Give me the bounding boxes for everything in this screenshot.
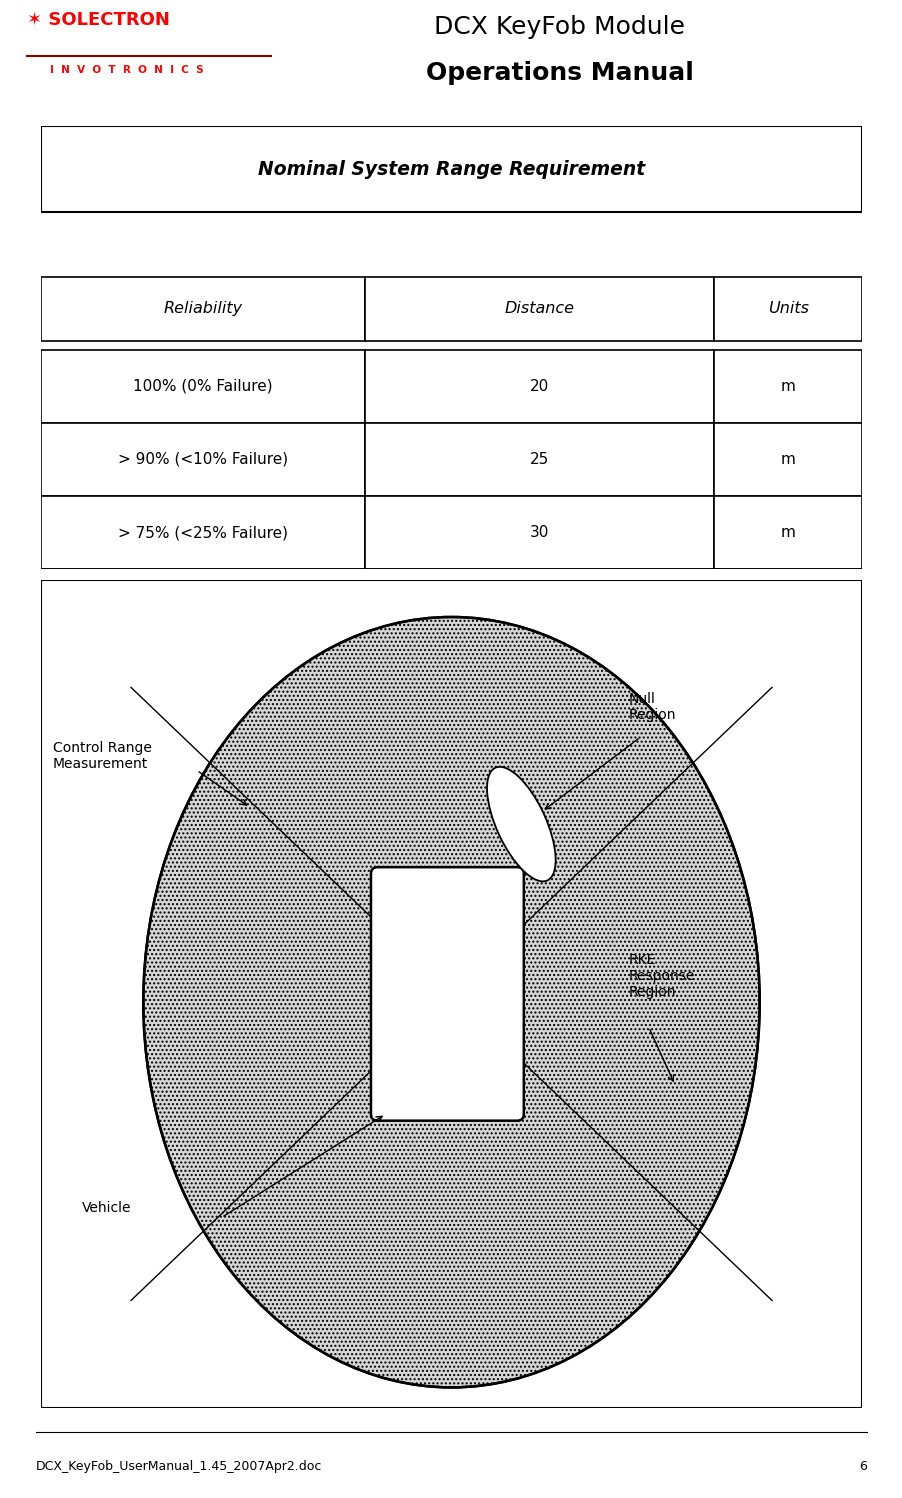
Text: DCX KeyFob Module: DCX KeyFob Module — [434, 15, 685, 39]
Text: Null
Region: Null Region — [628, 692, 675, 722]
Text: 30: 30 — [529, 526, 549, 541]
Bar — [713, 277, 861, 342]
Bar — [364, 349, 713, 422]
Text: > 75% (<25% Failure): > 75% (<25% Failure) — [118, 526, 288, 541]
Bar — [713, 496, 861, 569]
Text: m: m — [780, 598, 795, 613]
Text: 6: 6 — [858, 1461, 866, 1473]
Ellipse shape — [486, 767, 555, 881]
Bar — [364, 496, 713, 569]
Bar — [364, 569, 713, 643]
Ellipse shape — [143, 617, 759, 1387]
Text: Vehicle: Vehicle — [82, 1201, 131, 1215]
Text: ✶ SOLECTRON: ✶ SOLECTRON — [27, 10, 170, 28]
Bar — [713, 569, 861, 643]
Bar — [41, 496, 364, 569]
Text: 40: 40 — [529, 598, 548, 613]
Text: 20: 20 — [529, 379, 548, 394]
Text: > 90% (<10% Failure): > 90% (<10% Failure) — [118, 452, 288, 467]
Text: Operations Manual: Operations Manual — [426, 61, 693, 85]
Text: Nominal System Range Requirement: Nominal System Range Requirement — [258, 160, 644, 178]
Bar — [713, 349, 861, 422]
Text: m: m — [780, 452, 795, 467]
Text: Control Range
Measurement: Control Range Measurement — [53, 742, 152, 771]
Text: DCX_KeyFob_UserManual_1.45_2007Apr2.doc: DCX_KeyFob_UserManual_1.45_2007Apr2.doc — [36, 1461, 322, 1473]
Text: > 25% (<75% Failure): > 25% (<75% Failure) — [118, 598, 288, 613]
Bar — [41, 349, 364, 422]
Bar — [713, 422, 861, 496]
Text: Reliability: Reliability — [163, 301, 243, 316]
Text: m: m — [780, 526, 795, 541]
Bar — [364, 422, 713, 496]
Bar — [41, 569, 364, 643]
Bar — [41, 422, 364, 496]
Bar — [364, 277, 713, 342]
FancyBboxPatch shape — [371, 867, 523, 1121]
Text: Distance: Distance — [504, 301, 575, 316]
Bar — [41, 126, 861, 213]
Text: 100% (0% Failure): 100% (0% Failure) — [133, 379, 272, 394]
Bar — [41, 277, 364, 342]
Text: Units: Units — [767, 301, 808, 316]
Text: m: m — [780, 379, 795, 394]
Text: 25: 25 — [529, 452, 548, 467]
Text: RKE
Response
Region: RKE Response Region — [628, 953, 694, 999]
Text: I  N  V  O  T  R  O  N  I  C  S: I N V O T R O N I C S — [50, 64, 203, 75]
